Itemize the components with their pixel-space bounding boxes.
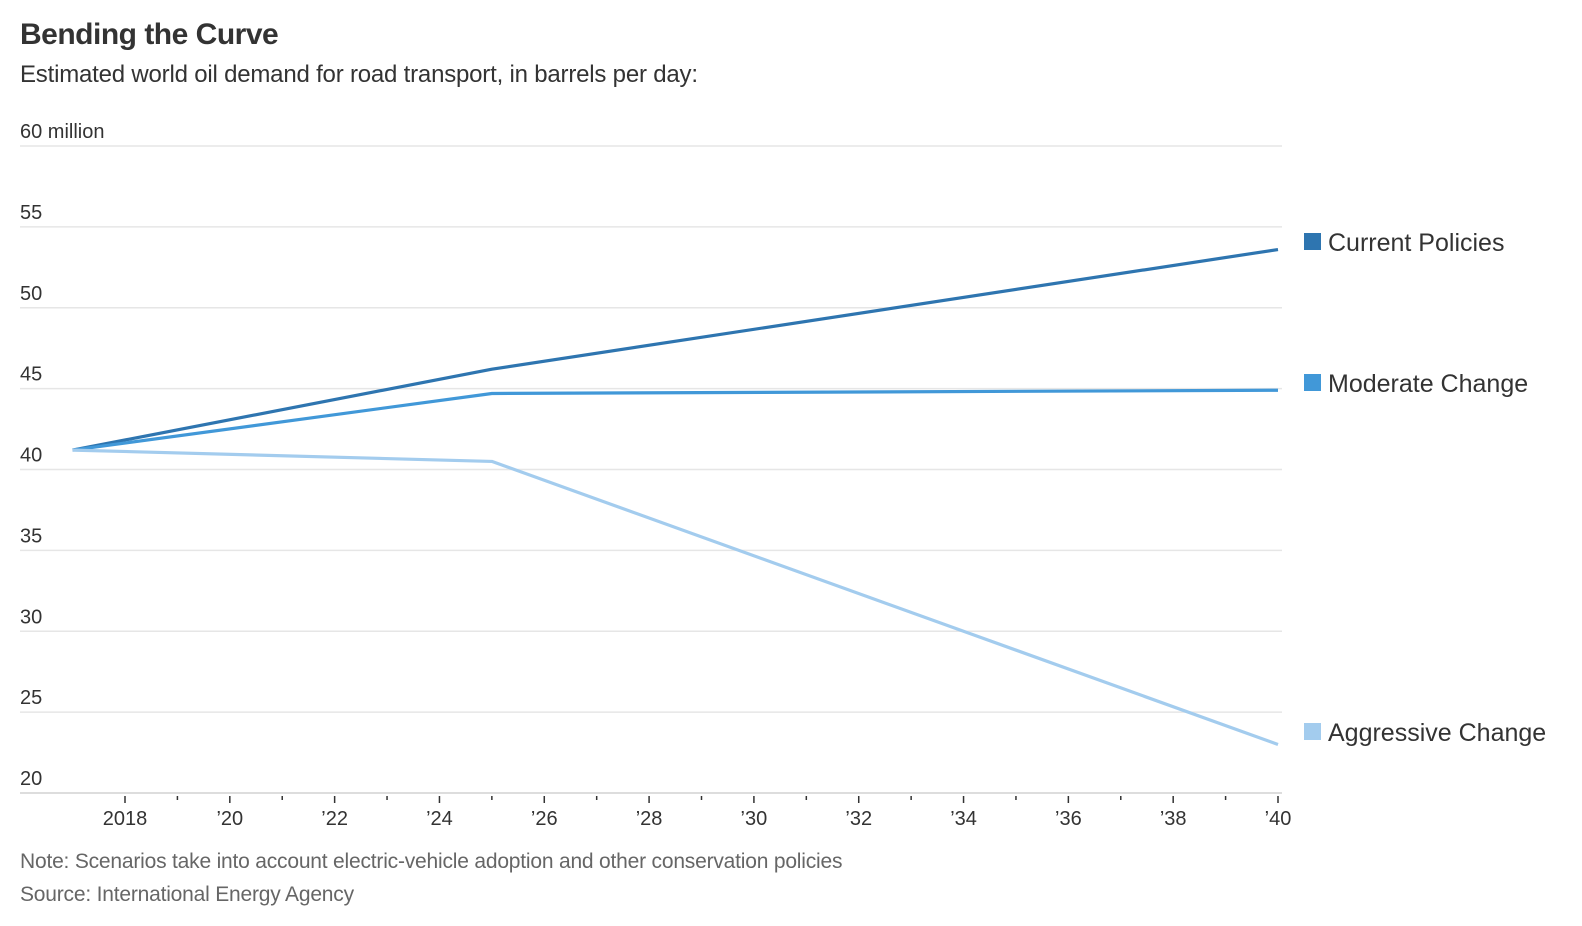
gridlines xyxy=(20,145,1282,794)
x-tick-label: ’28 xyxy=(636,808,663,830)
y-tick-label: 45 xyxy=(20,364,42,386)
x-tick-label: ’34 xyxy=(950,808,977,830)
series-line-current-policies xyxy=(72,247,1279,452)
legend-swatch-current-policies xyxy=(1304,233,1321,250)
legend: Current Policies Moderate Change Aggressiv… xyxy=(1304,229,1546,747)
y-tick-label: 35 xyxy=(20,525,42,547)
y-tick-label: 25 xyxy=(20,687,42,709)
chart-note: Note: Scenarios take into account electr… xyxy=(20,850,843,873)
x-tick-label: ’36 xyxy=(1055,808,1082,830)
x-tick-label: ’22 xyxy=(321,808,348,830)
series-lines xyxy=(72,247,1279,746)
legend-swatch-moderate-change xyxy=(1304,374,1321,391)
x-axis: 2018 ’20 ’22 ’24 ’26 ’28 ’30 ’32 ’34 ’36 ’38 ’40 xyxy=(103,796,1292,830)
x-tick-label: ’20 xyxy=(216,808,243,830)
y-tick-label: 60 million xyxy=(20,121,104,143)
chart-source: Source: International Energy Agency xyxy=(20,883,354,906)
y-tick-label: 20 xyxy=(20,768,42,790)
x-tick-label: ’30 xyxy=(741,808,768,830)
series-line-moderate-change xyxy=(72,388,1279,452)
chart-subtitle: Estimated world oil demand for road tran… xyxy=(20,61,698,88)
x-tick-label: ’26 xyxy=(531,808,558,830)
y-axis: 60 million 55 50 45 40 35 30 25 20 xyxy=(20,121,104,790)
series-line-aggressive-change xyxy=(72,448,1279,746)
x-tick-label: ’24 xyxy=(426,808,453,830)
legend-label-current-policies: Current Policies xyxy=(1328,229,1504,257)
legend-swatch-aggressive-change xyxy=(1304,723,1321,740)
y-tick-label: 55 xyxy=(20,202,42,224)
x-tick-label: ’38 xyxy=(1160,808,1187,830)
x-tick-label: ’32 xyxy=(845,808,872,830)
y-tick-label: 50 xyxy=(20,283,42,305)
x-tick-label: ’40 xyxy=(1265,808,1292,830)
legend-label-aggressive-change: Aggressive Change xyxy=(1328,719,1546,747)
chart-title: Bending the Curve xyxy=(20,18,279,51)
y-tick-label: 30 xyxy=(20,606,42,628)
x-tick-label: 2018 xyxy=(103,808,148,830)
legend-label-moderate-change: Moderate Change xyxy=(1328,370,1528,398)
y-tick-label: 40 xyxy=(20,445,42,467)
